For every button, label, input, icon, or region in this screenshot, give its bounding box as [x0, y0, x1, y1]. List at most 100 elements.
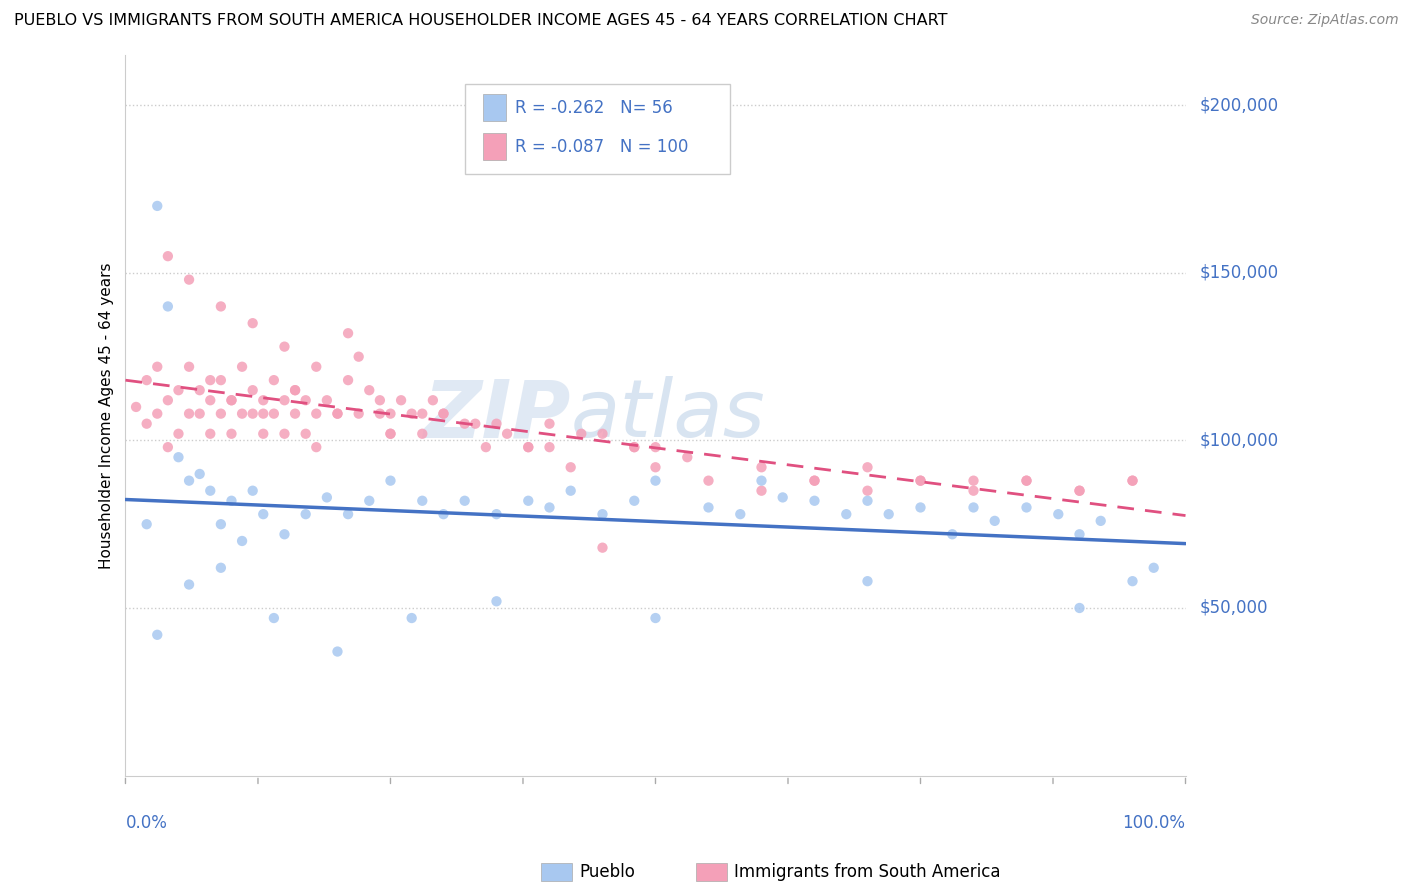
Point — [751, 474, 773, 488]
Point — [156, 393, 179, 408]
Point — [177, 474, 200, 488]
Point — [188, 383, 211, 397]
Text: $100,000: $100,000 — [1199, 432, 1278, 450]
Point — [252, 507, 274, 521]
Point — [751, 483, 773, 498]
Point — [538, 417, 561, 431]
Point — [835, 507, 858, 521]
Point — [125, 400, 148, 414]
Point — [242, 316, 264, 330]
Text: $200,000: $200,000 — [1199, 96, 1278, 114]
Point — [242, 407, 264, 421]
Point — [592, 426, 614, 441]
Text: Source: ZipAtlas.com: Source: ZipAtlas.com — [1251, 13, 1399, 28]
Point — [146, 628, 169, 642]
Point — [242, 483, 264, 498]
Point — [221, 426, 243, 441]
Point — [305, 407, 328, 421]
Point — [337, 507, 360, 521]
Point — [432, 407, 454, 421]
Point — [294, 393, 316, 408]
Point — [263, 407, 285, 421]
Point — [411, 493, 433, 508]
Bar — [482, 94, 506, 121]
Point — [1015, 474, 1038, 488]
Point — [1047, 507, 1070, 521]
Point — [422, 393, 444, 408]
Point — [751, 460, 773, 475]
Point — [326, 407, 349, 421]
Point — [644, 611, 666, 625]
Point — [294, 507, 316, 521]
Text: 100.0%: 100.0% — [1122, 814, 1185, 832]
Point — [252, 426, 274, 441]
Point — [188, 467, 211, 481]
Point — [1090, 514, 1112, 528]
Point — [380, 426, 402, 441]
Point — [200, 393, 222, 408]
Point — [156, 440, 179, 454]
Point — [517, 440, 540, 454]
Point — [273, 393, 295, 408]
Point — [592, 541, 614, 555]
Point — [941, 527, 963, 541]
Point — [623, 440, 645, 454]
Point — [337, 326, 360, 341]
Text: ZIP: ZIP — [423, 376, 571, 454]
Point — [697, 474, 720, 488]
Point — [623, 493, 645, 508]
Point — [135, 517, 157, 532]
Point — [644, 460, 666, 475]
Point — [401, 407, 423, 421]
Point — [231, 533, 253, 548]
Point — [156, 249, 179, 263]
Point — [167, 426, 190, 441]
Text: Pueblo: Pueblo — [579, 863, 636, 881]
Point — [273, 340, 295, 354]
Point — [411, 426, 433, 441]
Point — [496, 426, 519, 441]
Point — [326, 644, 349, 658]
Point — [464, 417, 486, 431]
Point — [177, 272, 200, 286]
Point — [177, 407, 200, 421]
Point — [475, 440, 498, 454]
Point — [803, 474, 825, 488]
Point — [347, 350, 370, 364]
Point — [910, 500, 932, 515]
Point — [177, 359, 200, 374]
Point — [856, 460, 879, 475]
Point — [284, 407, 307, 421]
Point — [221, 393, 243, 408]
Point — [983, 514, 1005, 528]
Point — [135, 373, 157, 387]
Point — [359, 383, 381, 397]
Point — [453, 493, 475, 508]
Text: R = -0.262   N= 56: R = -0.262 N= 56 — [515, 99, 672, 117]
Point — [569, 426, 592, 441]
Point — [432, 407, 454, 421]
Point — [538, 500, 561, 515]
Point — [167, 383, 190, 397]
Point — [910, 474, 932, 488]
Point — [209, 300, 232, 314]
Point — [697, 500, 720, 515]
Point — [380, 407, 402, 421]
Point — [1143, 561, 1166, 575]
Point — [1069, 601, 1091, 615]
Point — [146, 407, 169, 421]
Point — [200, 426, 222, 441]
Point — [803, 493, 825, 508]
Point — [560, 483, 582, 498]
Point — [146, 359, 169, 374]
Point — [856, 483, 879, 498]
Point — [389, 393, 412, 408]
Point — [485, 417, 508, 431]
Point — [305, 440, 328, 454]
Point — [359, 493, 381, 508]
Point — [209, 407, 232, 421]
Y-axis label: Householder Income Ages 45 - 64 years: Householder Income Ages 45 - 64 years — [100, 262, 114, 568]
Point — [517, 440, 540, 454]
Point — [592, 507, 614, 521]
Point — [273, 527, 295, 541]
